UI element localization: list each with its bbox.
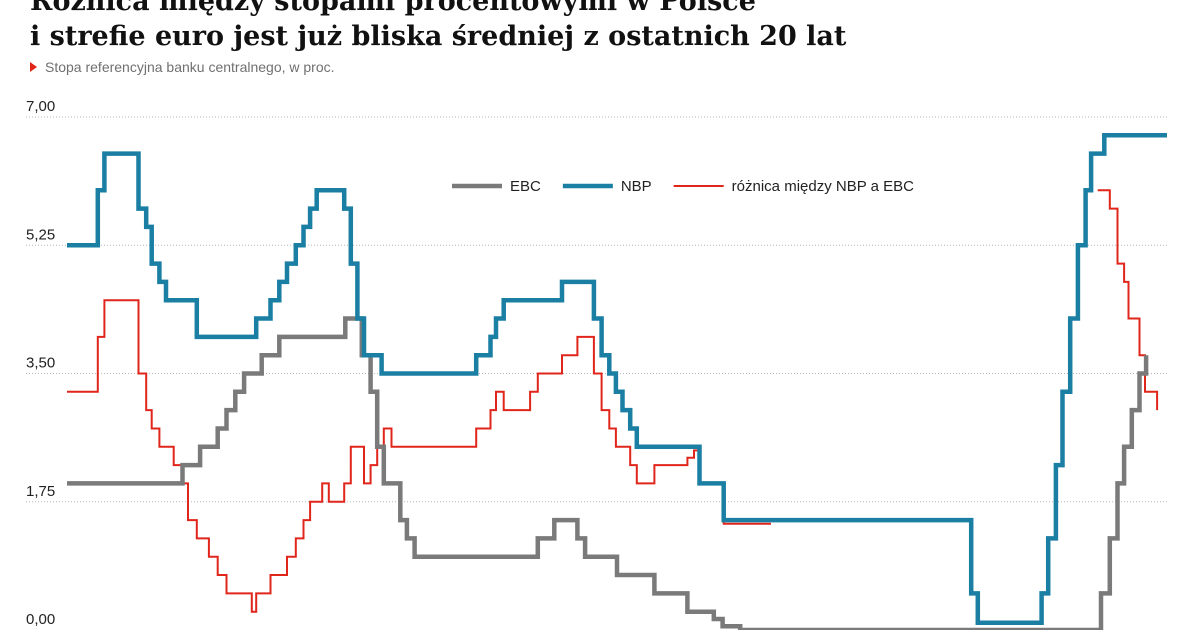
chart-subtitle: Stopa referencyjna banku centralnego, w … — [30, 57, 335, 77]
y-tick-label: 1,75 — [26, 483, 55, 500]
series-line-ebc — [67, 316, 1149, 630]
y-tick-label: 7,00 — [26, 98, 55, 115]
series-line-nbp — [67, 133, 1167, 625]
chart-title-line-2: i strefie euro jest już bliska średniej … — [30, 21, 847, 52]
legend-label-nbp: NBP — [621, 178, 652, 195]
y-tick-label: 5,25 — [26, 226, 55, 243]
legend: EBC NBP różnica między NBP a EBC — [452, 178, 914, 195]
chart-title-line-1: Różnica między stopami procentowymi w Po… — [30, 0, 756, 17]
series-line-diff — [1097, 189, 1159, 411]
series-lines — [67, 133, 1167, 630]
y-axis-ticks: 0,00 1,75 3,50 5,25 7,00 — [26, 98, 55, 628]
triangle-marker-icon — [30, 62, 37, 73]
legend-label-diff: różnica między NBP a EBC — [732, 178, 914, 195]
chart-title: Różnica między stopami procentowymi w Po… — [30, 0, 1130, 54]
y-tick-label: 3,50 — [26, 355, 55, 372]
y-tick-label: 0,00 — [26, 611, 55, 628]
series-line-diff — [67, 299, 771, 613]
chart-subtitle-text: Stopa referencyjna banku centralnego, w … — [45, 59, 335, 75]
legend-label-ebc: EBC — [510, 178, 541, 195]
